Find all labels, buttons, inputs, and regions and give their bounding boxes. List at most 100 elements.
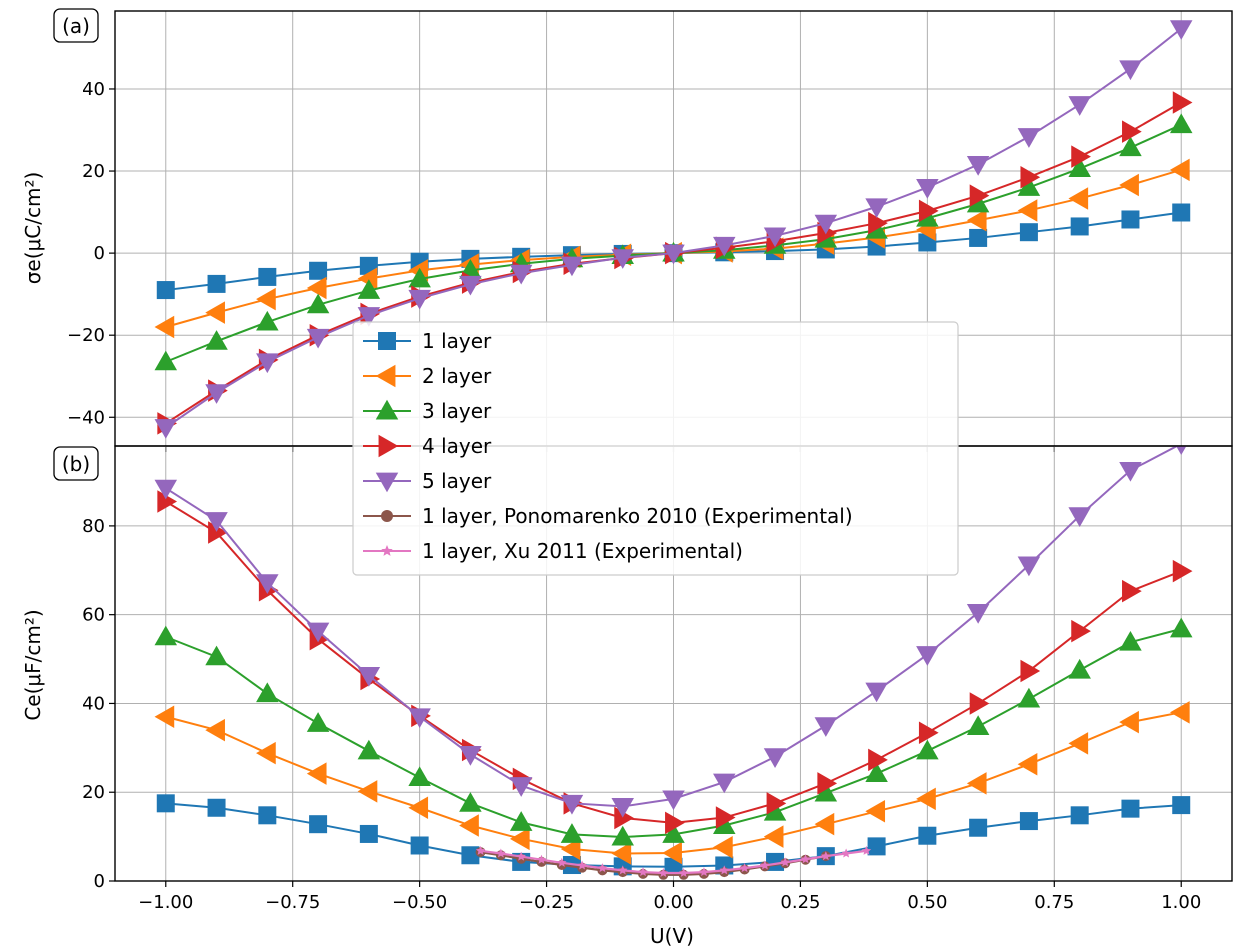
legend-marker [381, 510, 393, 522]
data-point [841, 848, 851, 858]
data-point [509, 811, 533, 831]
data-point [1119, 710, 1139, 734]
legend-item: 1 layer, Ponomarenko 2010 (Experimental) [363, 504, 853, 528]
data-point [357, 780, 378, 803]
data-point [1119, 173, 1139, 197]
data-point [459, 814, 479, 837]
y-tick-label: 40 [82, 693, 105, 714]
data-point [1068, 157, 1091, 178]
data-point [1020, 659, 1041, 683]
data-point [256, 287, 276, 311]
data-point [966, 192, 990, 213]
data-point [713, 773, 736, 794]
data-point [1070, 806, 1089, 825]
data-point [918, 199, 939, 223]
data-point [814, 717, 838, 737]
legend-marker [375, 364, 396, 388]
data-point [763, 748, 787, 768]
panel-a-label-box [53, 8, 99, 43]
data-point [309, 261, 328, 280]
data-point [969, 228, 988, 247]
series-1-layer-xu-2011-experimental [475, 845, 872, 878]
legend-label: 1 layer [422, 329, 492, 353]
series-5-layer [154, 20, 1193, 439]
x-tick-label: −0.25 [519, 892, 574, 913]
data-point [1068, 96, 1091, 116]
legend-label: 1 layer, Ponomarenko 2010 (Experimental) [422, 504, 853, 528]
ylabel-a: σe(μC/cm²) [21, 172, 45, 285]
data-point [662, 841, 682, 865]
data-point [154, 315, 175, 339]
data-point [560, 837, 581, 861]
x-tick-label: 0.25 [780, 892, 820, 913]
panel-b-label: (b) [62, 452, 90, 476]
data-point [357, 739, 381, 760]
data-point [861, 845, 872, 855]
data-point [509, 264, 533, 285]
data-point [205, 384, 228, 404]
data-point [916, 646, 939, 666]
data-point [459, 792, 482, 812]
data-point [1020, 165, 1041, 189]
data-point [662, 790, 685, 811]
legend-box [352, 321, 959, 576]
data-point [699, 867, 709, 877]
legend-label: 1 layer, Xu 2011 (Experimental) [422, 539, 743, 563]
data-point [306, 293, 330, 314]
x-tick-label: 0.75 [1034, 892, 1074, 913]
data-point [1169, 113, 1193, 134]
data-point [1071, 619, 1091, 643]
y-tick-label: 40 [82, 79, 105, 100]
legend-item: 2 layer [363, 364, 492, 388]
data-point [560, 823, 584, 843]
data-point [780, 857, 790, 867]
data-point [1119, 60, 1142, 81]
data-point [966, 772, 987, 795]
data-point [1169, 20, 1193, 40]
data-point [154, 350, 178, 371]
data-point [865, 682, 888, 703]
data-point [536, 854, 547, 864]
data-point [207, 798, 226, 817]
y-tick-label: 0 [94, 871, 105, 892]
data-point [916, 787, 936, 811]
data-point [459, 275, 482, 296]
xlabel: U(V) [650, 924, 694, 948]
axis-text: σe(μC/cm²) Ce(μF/cm²) U(V) [21, 172, 694, 948]
data-point [763, 800, 787, 821]
data-point [1017, 176, 1041, 196]
data-point [662, 823, 685, 843]
data-point [258, 806, 277, 825]
data-point [918, 721, 939, 744]
data-point [662, 244, 685, 265]
data-point [1068, 507, 1091, 527]
panel-a-label: (a) [62, 14, 90, 38]
y-tick-label: 20 [82, 161, 105, 182]
data-point [1169, 701, 1190, 724]
data-point [865, 198, 888, 218]
data-point [969, 692, 990, 715]
data-point [865, 800, 886, 823]
data-point [760, 860, 770, 870]
data-point [664, 857, 683, 876]
x-tick-label: 0.00 [653, 892, 693, 913]
data-point [496, 848, 506, 858]
legend-item: 4 layer [363, 434, 492, 458]
data-point [560, 256, 584, 277]
data-point [509, 827, 530, 851]
data-point [969, 818, 988, 837]
data-point [475, 845, 486, 855]
data-point [154, 419, 178, 439]
data-point [306, 762, 327, 785]
series-1-layer [156, 794, 1191, 876]
legend-item: 3 layer [363, 399, 492, 423]
data-point [966, 156, 990, 176]
series-line [480, 849, 867, 875]
data-point [410, 836, 429, 855]
data-point [577, 860, 587, 870]
data-point [157, 490, 178, 513]
data-point [814, 214, 838, 235]
data-point [156, 794, 175, 813]
data-point [1169, 158, 1190, 182]
data-point [357, 307, 381, 327]
